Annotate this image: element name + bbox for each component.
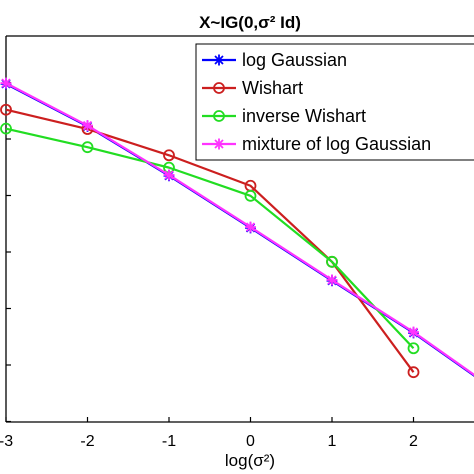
series-line bbox=[5, 108, 415, 373]
data-point bbox=[326, 274, 338, 286]
legend-label: mixture of log Gaussian bbox=[242, 134, 431, 154]
x-tick-label: -1 bbox=[162, 433, 176, 450]
legend-marker bbox=[213, 82, 225, 94]
data-point bbox=[0, 122, 12, 135]
data-point bbox=[0, 77, 12, 89]
data-point bbox=[408, 326, 419, 338]
legend-box bbox=[195, 43, 474, 161]
series-line bbox=[5, 127, 415, 350]
data-point bbox=[244, 189, 257, 202]
data-point bbox=[245, 221, 256, 233]
data-point bbox=[0, 103, 12, 116]
data-point bbox=[407, 366, 420, 379]
series-inverse-wishart bbox=[0, 122, 420, 355]
plot-area: -3 -2 -1 0 1 2 bbox=[0, 35, 474, 450]
legend-item: mixture of log Gaussian bbox=[202, 134, 431, 154]
x-tick-label: 0 bbox=[246, 433, 255, 450]
data-point bbox=[407, 342, 420, 355]
x-axis-label: log(σ²) bbox=[225, 451, 275, 470]
legend-label: inverse Wishart bbox=[242, 106, 366, 126]
legend-item: inverse Wishart bbox=[202, 106, 366, 126]
series-mixture-of-log-gaussian bbox=[0, 77, 474, 377]
x-tick-label: 1 bbox=[328, 433, 337, 450]
legend-item: log Gaussian bbox=[202, 50, 347, 70]
data-point bbox=[81, 141, 94, 154]
x-tick-label: -3 bbox=[0, 433, 13, 450]
legend-label: Wishart bbox=[242, 78, 303, 98]
data-point bbox=[326, 255, 338, 268]
data-point bbox=[163, 149, 175, 162]
x-tick-label: 2 bbox=[409, 433, 418, 450]
legend-marker bbox=[213, 138, 225, 150]
data-point bbox=[163, 169, 175, 181]
legend-marker bbox=[213, 110, 225, 122]
data-point bbox=[82, 120, 93, 132]
legend-marker bbox=[213, 54, 225, 66]
x-tick-label: -2 bbox=[80, 433, 94, 450]
legend: log Gaussian Wishart inverse Wishart mixtur… bbox=[195, 43, 474, 161]
legend-label: log Gaussian bbox=[242, 50, 347, 70]
legend-item: Wishart bbox=[202, 78, 303, 98]
chart-title: X~IG(0,σ² Id) bbox=[199, 13, 301, 32]
